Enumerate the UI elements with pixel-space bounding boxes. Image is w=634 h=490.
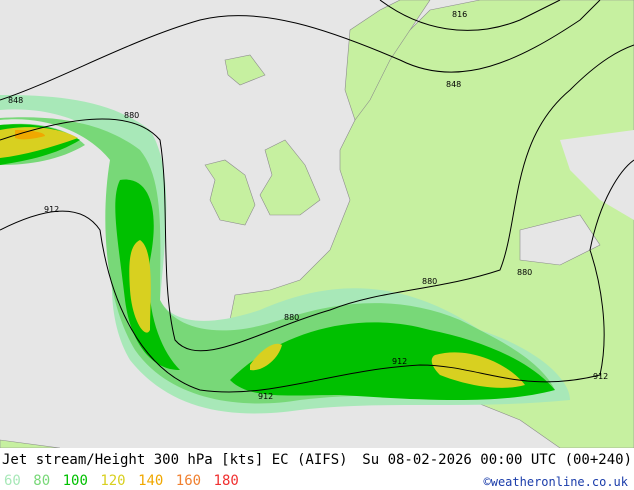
contour-label: 816 (452, 10, 467, 19)
contour-label: 880 (284, 313, 299, 322)
speed-legend: 60 80 100 120 140 160 180 (4, 473, 243, 489)
contour-label: 848 (446, 80, 461, 89)
credit-link[interactable]: ©weatheronline.co.uk (483, 475, 629, 489)
contour-label: 912 (44, 205, 59, 214)
east-land-grey (560, 130, 634, 220)
contour-labels: 816 848 848 880 880 880 880 880 912 912 … (8, 10, 608, 401)
legend-140: 140 (138, 473, 164, 489)
contour-label: 912 (593, 372, 608, 381)
black-sea (519, 214, 601, 266)
contour-label: 912 (258, 392, 273, 401)
map-title: Jet stream/Height 300 hPa [kts] EC (AIFS… (2, 452, 348, 468)
legend-160: 160 (175, 473, 202, 489)
weather-map[interactable]: 816 848 848 880 880 880 880 880 912 912 … (0, 0, 634, 448)
contour-label: 912 (392, 357, 407, 366)
contour-label: 880 (517, 268, 532, 277)
legend-80: 80 (33, 473, 51, 489)
legend-60: 60 (4, 473, 21, 489)
valid-time: Su 08-02-2026 00:00 UTC (00+240) (362, 452, 632, 468)
contour-label: 848 (8, 96, 23, 105)
legend-180: 180 (213, 473, 239, 489)
legend-100: 100 (62, 473, 88, 489)
land-areas (0, 0, 634, 448)
contour-label: 880 (124, 111, 139, 120)
jet-stream-bands (0, 95, 570, 414)
contour-label: 880 (422, 277, 437, 286)
height-contours (0, 0, 634, 393)
legend-120: 120 (100, 473, 126, 489)
